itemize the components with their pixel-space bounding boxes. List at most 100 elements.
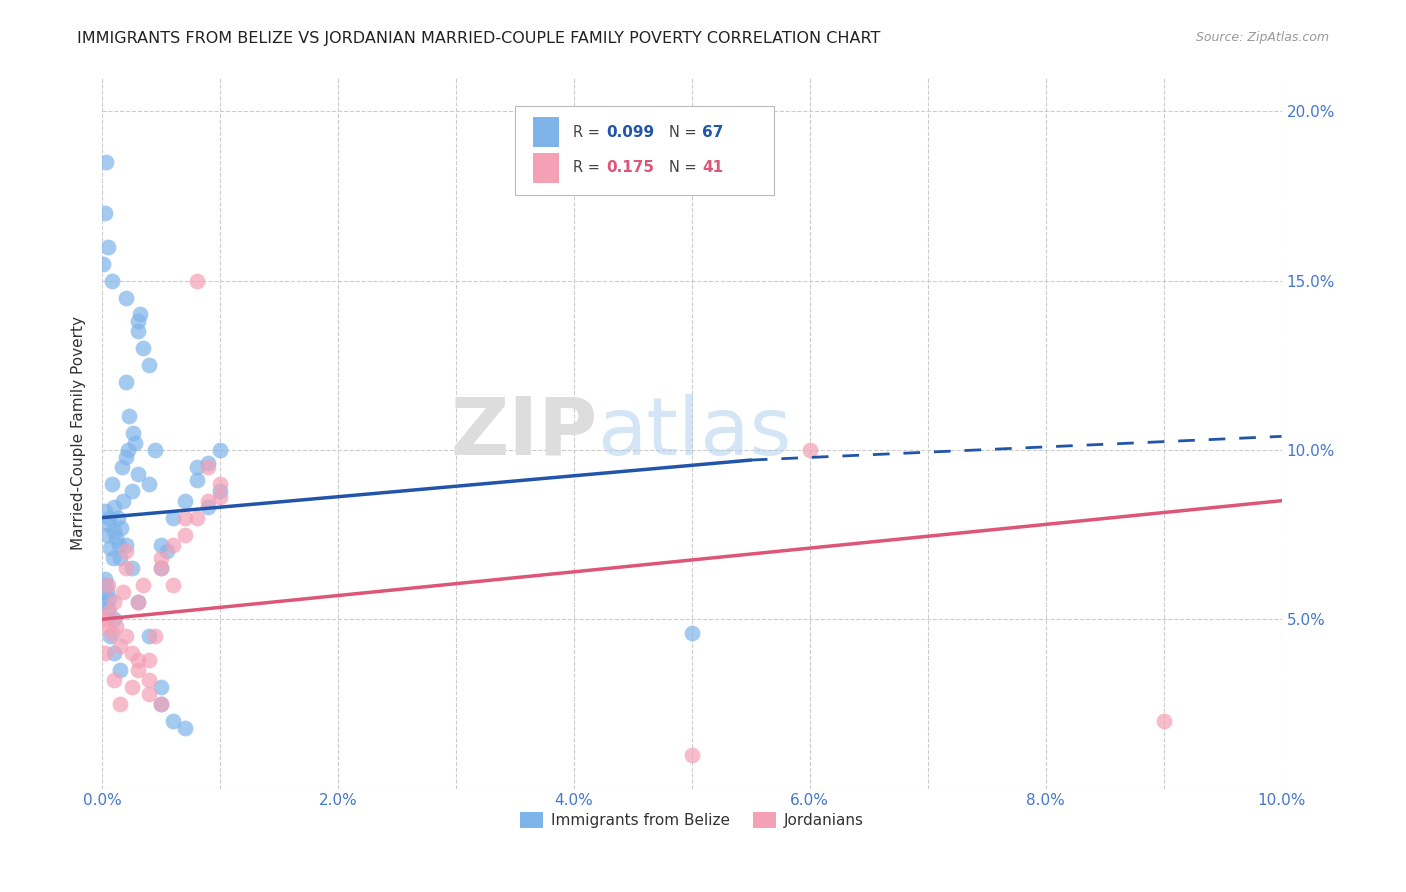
Text: N =: N = <box>669 161 702 175</box>
Point <box>93 504 115 518</box>
Point <box>93 595 115 609</box>
Point <box>143 442 166 457</box>
Point <box>103 673 125 688</box>
Point <box>162 714 184 728</box>
Point <box>93 206 115 220</box>
Point <box>138 358 160 372</box>
Point <box>138 629 160 643</box>
Point <box>197 457 219 471</box>
Point <box>138 673 160 688</box>
Point <box>127 314 149 328</box>
Point <box>209 491 232 505</box>
Point <box>93 257 115 271</box>
Text: N =: N = <box>669 125 702 140</box>
Point <box>799 442 821 457</box>
Point <box>103 500 125 515</box>
Point <box>129 308 152 322</box>
Point <box>93 572 115 586</box>
Point <box>94 155 117 169</box>
Point <box>173 721 195 735</box>
Point <box>114 561 136 575</box>
Point <box>117 442 139 457</box>
Point <box>127 663 149 677</box>
Point <box>111 459 134 474</box>
Point <box>118 409 141 423</box>
Point <box>150 538 173 552</box>
Point <box>162 538 184 552</box>
Point <box>114 538 136 552</box>
Point <box>124 436 146 450</box>
Point <box>108 640 131 654</box>
Point <box>97 240 120 254</box>
Point <box>98 606 121 620</box>
FancyBboxPatch shape <box>533 117 558 147</box>
Point <box>186 459 208 474</box>
Point <box>96 585 118 599</box>
Point <box>101 551 124 566</box>
Point <box>93 612 115 626</box>
Point <box>122 425 145 440</box>
Point <box>100 625 122 640</box>
Point <box>197 459 219 474</box>
Point <box>97 578 120 592</box>
Point <box>681 747 703 762</box>
Point <box>108 697 131 711</box>
Point <box>108 551 131 566</box>
Point <box>127 595 149 609</box>
Point <box>150 697 173 711</box>
Point <box>1153 714 1175 728</box>
Point <box>132 342 155 356</box>
Point <box>162 510 184 524</box>
Text: ZIP: ZIP <box>450 394 598 472</box>
Point <box>100 274 122 288</box>
Point <box>121 646 143 660</box>
Point <box>100 541 122 555</box>
Point <box>186 510 208 524</box>
Point <box>97 602 120 616</box>
Point <box>103 646 125 660</box>
Text: 41: 41 <box>703 161 724 175</box>
Point <box>94 578 117 592</box>
Point <box>121 483 143 498</box>
Point <box>100 476 122 491</box>
Point <box>197 500 219 515</box>
Point <box>143 629 166 643</box>
Point <box>127 467 149 481</box>
Point <box>105 619 128 633</box>
Point <box>114 375 136 389</box>
FancyBboxPatch shape <box>533 153 558 183</box>
Point <box>132 578 155 592</box>
Text: 67: 67 <box>703 125 724 140</box>
Point <box>150 697 173 711</box>
Point <box>162 578 184 592</box>
Point <box>127 653 149 667</box>
Point <box>186 474 208 488</box>
Point <box>93 646 115 660</box>
Point <box>110 521 132 535</box>
Point <box>138 476 160 491</box>
Point <box>209 483 232 498</box>
Legend: Immigrants from Belize, Jordanians: Immigrants from Belize, Jordanians <box>515 806 869 834</box>
Point <box>121 561 143 575</box>
Point <box>150 561 173 575</box>
Point <box>114 291 136 305</box>
Point <box>107 510 129 524</box>
Point <box>100 629 122 643</box>
Point <box>138 653 160 667</box>
Point <box>103 595 125 609</box>
Point <box>150 680 173 694</box>
Y-axis label: Married-Couple Family Poverty: Married-Couple Family Poverty <box>72 316 86 550</box>
Point <box>209 476 232 491</box>
Point <box>98 591 121 606</box>
Text: R =: R = <box>572 161 605 175</box>
Point <box>127 595 149 609</box>
Point <box>112 493 135 508</box>
Point <box>197 493 219 508</box>
FancyBboxPatch shape <box>515 106 775 194</box>
Point <box>209 442 232 457</box>
Point <box>96 527 118 541</box>
Point <box>173 510 195 524</box>
Point <box>107 538 129 552</box>
Point <box>127 325 149 339</box>
Point <box>150 551 173 566</box>
